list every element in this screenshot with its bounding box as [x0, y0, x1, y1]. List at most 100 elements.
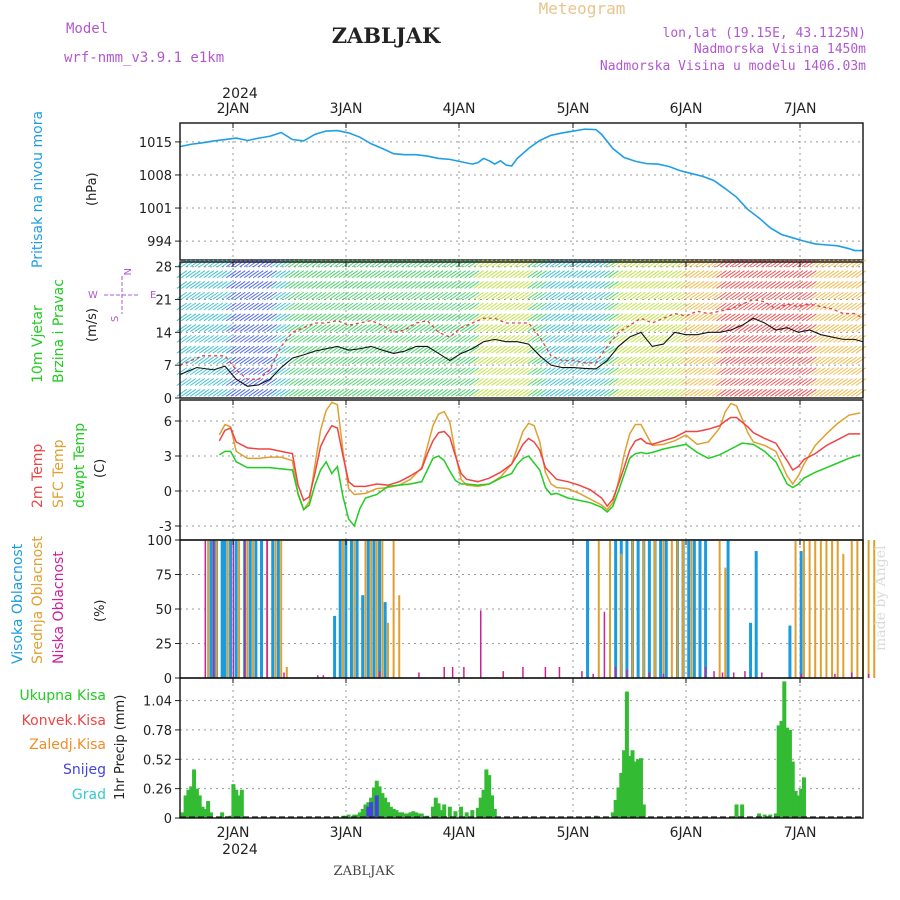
- wind-barb: [819, 270, 831, 279]
- precip-bar: [787, 729, 792, 818]
- wind-barb: [738, 313, 750, 322]
- wind-barb: [176, 313, 188, 322]
- wind-barb: [468, 324, 480, 333]
- wind-barb: [248, 356, 260, 365]
- wind-barb: [833, 302, 844, 311]
- wind-barb: [176, 281, 188, 289]
- wind-barb: [779, 302, 790, 311]
- wind-barb: [734, 345, 745, 354]
- wind-barb: [464, 378, 475, 386]
- low-cloud-bar: [212, 540, 215, 678]
- wind-barb: [369, 313, 381, 322]
- wind-barb: [428, 313, 439, 322]
- mid-cloud-bar: [631, 540, 634, 678]
- wind-barb: [554, 388, 565, 397]
- wind-barb: [518, 356, 529, 365]
- wind-barb: [572, 378, 583, 386]
- wind-barb: [576, 259, 588, 268]
- wind-barb: [468, 302, 480, 311]
- wind-barb: [594, 313, 606, 322]
- wind-barb: [792, 378, 804, 386]
- wind-barb: [221, 388, 233, 397]
- wind-barb: [199, 291, 210, 300]
- wind-barb: [743, 313, 754, 322]
- wind-barb: [752, 281, 763, 289]
- wind-barb: [851, 270, 862, 279]
- wind-barb: [486, 281, 498, 289]
- wind-barb: [365, 367, 376, 376]
- precip-bar: [377, 786, 382, 818]
- wind-barb: [275, 259, 287, 268]
- wind-barb: [603, 313, 615, 322]
- wind-barb: [522, 356, 534, 365]
- wind-barb: [801, 367, 813, 376]
- wind-barb: [572, 302, 583, 311]
- wind-barb: [459, 281, 471, 289]
- wind-barb: [702, 281, 714, 289]
- wind-barb: [549, 259, 561, 268]
- wind-barb: [441, 334, 453, 343]
- wind-barb: [711, 388, 723, 397]
- wind-barb: [450, 291, 462, 300]
- wind-barb: [428, 281, 439, 289]
- precip-bar: [402, 813, 407, 818]
- wind-barb: [248, 334, 260, 343]
- wind-barb: [329, 313, 340, 322]
- wind-barb: [410, 313, 421, 322]
- wind-barb: [675, 291, 687, 300]
- wind-barb: [549, 281, 561, 289]
- precip-bar: [801, 777, 806, 818]
- wind-barb: [432, 334, 444, 343]
- wind-barb: [288, 356, 300, 365]
- wind-barb: [374, 313, 385, 322]
- wind-barb: [585, 313, 597, 322]
- precip-bar: [414, 812, 419, 818]
- wind-barb: [275, 270, 287, 279]
- wind-barb: [509, 302, 520, 311]
- wind-barb: [374, 291, 385, 300]
- wind-barb: [527, 378, 538, 386]
- precip-bar: [484, 769, 489, 818]
- wind-barb: [657, 291, 669, 300]
- wind-barb: [819, 367, 831, 376]
- wind-barb: [675, 345, 687, 354]
- wind-barb: [806, 259, 817, 268]
- wind-barb: [432, 313, 444, 322]
- wind-barb: [743, 302, 754, 311]
- wind-barb: [585, 345, 597, 354]
- wind-barb: [248, 367, 260, 376]
- wind-barb: [743, 270, 754, 279]
- precip-bar: [208, 812, 213, 818]
- wind-barb: [208, 334, 219, 343]
- wind-barb: [455, 356, 466, 365]
- wind-barb: [608, 378, 619, 386]
- wind-barb: [383, 281, 394, 289]
- wind-barb: [239, 259, 251, 268]
- wind-barb: [774, 291, 786, 300]
- wind-barb: [428, 378, 439, 386]
- wind-barb: [837, 388, 849, 397]
- wind-barb: [626, 270, 637, 279]
- wind-barb: [369, 378, 381, 386]
- wind-barb: [338, 378, 349, 386]
- wind-barb: [428, 388, 439, 397]
- wind-barb: [243, 388, 255, 397]
- wind-barb: [360, 313, 372, 322]
- wind-barb: [437, 345, 448, 354]
- mid-cloud-bar: [238, 540, 241, 678]
- wind-barb: [243, 334, 255, 343]
- wind-barb: [797, 356, 808, 365]
- wind-barb: [554, 291, 565, 300]
- wind-barb: [190, 345, 201, 354]
- wind-barb: [716, 281, 727, 289]
- wind-barb: [684, 367, 696, 376]
- wind-barb: [432, 367, 444, 376]
- wind-barb: [396, 291, 408, 300]
- wind-barb: [491, 270, 502, 279]
- wind-barb: [752, 388, 763, 397]
- wind-barb: [311, 388, 323, 397]
- wind-barb: [176, 291, 188, 300]
- wind-barb: [707, 378, 718, 386]
- wind-barb: [459, 302, 471, 311]
- wind-barb: [599, 356, 610, 365]
